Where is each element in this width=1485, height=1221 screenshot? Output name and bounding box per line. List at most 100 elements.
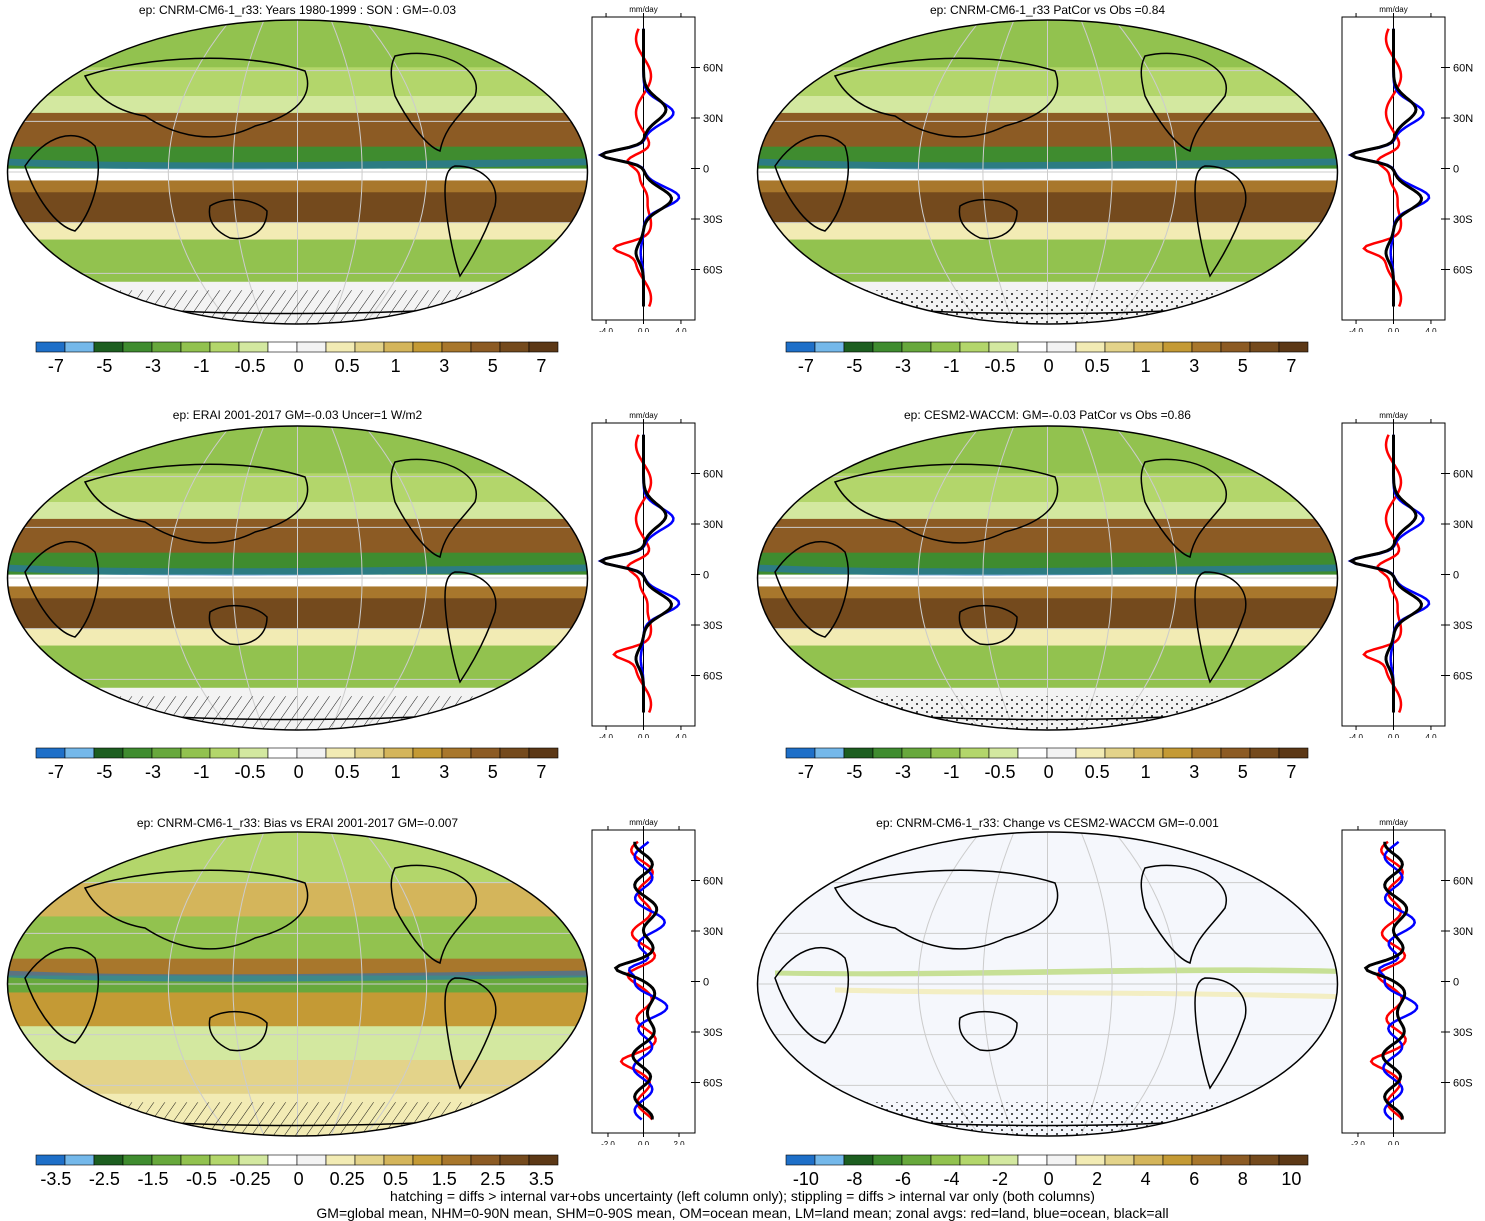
colorbar-segment [1133,341,1164,353]
colorbar-segment [1249,747,1280,759]
colorbar-tick-label: -3 [894,356,911,376]
zonal-mean-plot: mm/day 60N 30N 0 30S 60S -4.0 0.0 4.0 [578,2,728,332]
colorbar-tick-label: 0.5 [383,1169,409,1189]
y-tick-label: 60N [1453,63,1473,75]
colorbar-tick-label: 7 [1286,762,1297,782]
colorbar-tick-label: 0 [293,356,304,376]
colorbar-segment [122,747,153,759]
map-outline [6,19,589,325]
colorbar-tick-label: -5 [96,762,113,782]
colorbar-tick-label: -0.5 [984,356,1016,376]
colorbar-tick-label: -7 [797,356,814,376]
continent-outline [444,165,497,278]
x-tick-label: 0.0 [1388,327,1400,332]
colorbar-tick-label: -1 [943,762,960,782]
zonal-mean-plot: mm/day 60N 30N 0 30S 60S -2.0 0.0 2.0 [578,815,728,1145]
continent-outline [24,135,99,232]
colorbar-segment [267,341,298,353]
colorbar-tick-label: 7 [1286,356,1297,376]
continent-outline [390,458,478,558]
continent-outline [958,198,1018,240]
panel-title: ep: CNRM-CM6-1_r33: Change vs CESM2-WACC… [876,816,1219,830]
zonal-unit-label: mm/day [1379,411,1407,420]
colorbar-segment [1017,1154,1048,1166]
x-tick-label: -2.0 [1351,1140,1365,1145]
colorbar-segment [64,341,95,353]
colorbar-segment [843,1154,874,1166]
colorbar-tick-label: -1 [193,356,210,376]
colorbar-segment [785,747,816,759]
x-tick-label: 0.0 [638,733,650,738]
colorbar-segment [988,747,1019,759]
colorbar-tick-label: -0.5 [186,1169,218,1189]
colorbar-tick-label: 2.5 [480,1169,506,1189]
x-tick-label: -4.0 [599,327,613,332]
y-tick-label: 30N [703,519,723,531]
map-outline [756,831,1339,1137]
colorbar-tick-label: 1.5 [431,1169,457,1189]
colorbar-tick-label: 0.5 [1084,762,1110,782]
colorbar-segment [988,1154,1019,1166]
colorbar-segment [901,1154,932,1166]
colorbar: -7 -5 -3 -1 -0.5 0 0.5 1 3 5 7 [35,746,559,782]
colorbar-segment [1104,341,1135,353]
footnote-line-1: hatching = diffs > internal var+obs unce… [390,1188,1095,1204]
colorbar-segment [383,1154,414,1166]
y-tick-label: 30S [703,620,723,632]
colorbar-tick-label: 0.5 [334,762,360,782]
panel-title: ep: ERAI 2001-2017 GM=-0.03 Uncer=1 W/m2 [172,408,423,422]
colorbar-tick-label: 0 [1043,762,1054,782]
graticule-line [167,20,231,324]
land-zonal-curve [612,434,653,713]
zonal-unit-label: mm/day [629,411,657,420]
zonal-unit-label: mm/day [629,818,657,827]
colorbar-segment [1249,1154,1280,1166]
colorbar-segment [209,341,240,353]
continent-outline [444,977,497,1090]
colorbar-segment [1075,1154,1106,1166]
colorbar-segment [930,1154,961,1166]
colorbar-tick-label: -3 [144,762,161,782]
y-tick-label: 30S [1453,620,1473,632]
panel-title: ep: CNRM-CM6-1_r33: Bias vs ERAI 2001-20… [136,816,459,830]
colorbar-segment [1220,341,1251,353]
colorbar-segment [325,341,356,353]
colorbar-segment [1075,341,1106,353]
y-tick-label: 60N [703,63,723,75]
change-band [775,967,1338,977]
colorbar-segment [325,747,356,759]
colorbar-segment [872,747,903,759]
colorbar-segment [209,1154,240,1166]
colorbar-tick-label: -2 [992,1169,1009,1189]
colorbar-tick-label: 0 [1043,356,1054,376]
colorbar-segment [296,341,327,353]
colorbar-segment [441,1154,472,1166]
colorbar-segment [930,341,961,353]
graticule-line [1080,832,1113,1136]
colorbar-segment [1046,1154,1077,1166]
colorbar-segment [238,747,269,759]
colorbar-tick-label: 0 [1043,1169,1054,1189]
land-zonal-curve [1362,28,1403,307]
colorbar-tick-label: -3 [144,356,161,376]
graticule-line [1080,20,1113,324]
continent-outline [1194,571,1247,684]
colorbar-segment [528,1154,559,1166]
map-panel [755,16,1340,328]
x-tick-label: -4.0 [1349,733,1363,738]
colorbar-tick-label: -10 [792,1169,819,1189]
land-zonal-curve [619,840,657,1121]
colorbar-segment [1220,747,1251,759]
colorbar-tick-label: 0 [293,762,304,782]
zonal-unit-label: mm/day [629,5,657,14]
colorbar-segment [1075,747,1106,759]
colorbar-segment [470,341,501,353]
map-outline [6,425,589,731]
colorbar-tick-label: -1 [943,356,960,376]
y-tick-label: 60N [1453,469,1473,481]
x-tick-label: 2.0 [673,1140,685,1145]
y-tick-label: 30S [1453,1027,1473,1039]
y-tick-label: 60S [1453,671,1473,683]
continent-outline [83,463,309,544]
colorbar-tick-label: -0.5 [984,762,1016,782]
